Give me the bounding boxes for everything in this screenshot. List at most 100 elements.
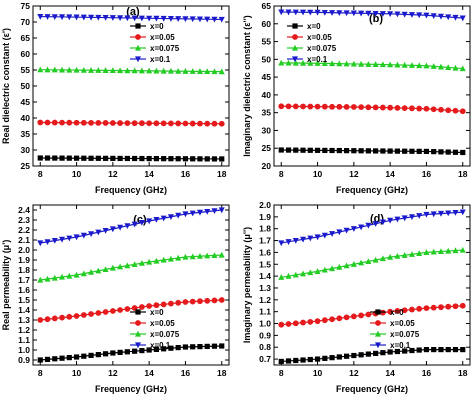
data-point xyxy=(379,11,386,17)
data-point xyxy=(285,239,292,245)
y-tick-label: 50 xyxy=(21,81,31,91)
series-x=0.075 xyxy=(37,251,225,283)
data-point xyxy=(160,301,167,308)
data-point xyxy=(80,14,87,21)
data-point xyxy=(88,311,94,317)
data-point xyxy=(401,215,408,222)
x-tick-label: 16 xyxy=(181,368,191,378)
data-point xyxy=(204,209,211,215)
y-tick-label: 1.1 xyxy=(259,307,271,317)
data-point xyxy=(358,60,365,67)
panel-label: (b) xyxy=(369,13,383,25)
data-point xyxy=(182,156,189,162)
data-point xyxy=(278,147,284,153)
y-axis-title: Imaginary permeability (μ'') xyxy=(242,227,252,343)
data-point xyxy=(343,10,350,17)
legend-marker xyxy=(135,34,141,40)
data-point xyxy=(95,155,101,161)
data-point xyxy=(343,314,350,321)
data-point xyxy=(168,345,174,351)
data-point xyxy=(336,60,343,67)
data-point xyxy=(102,155,109,161)
data-point xyxy=(285,103,292,110)
data-point xyxy=(109,264,116,271)
data-point xyxy=(314,268,321,274)
data-point xyxy=(102,67,109,73)
data-point xyxy=(321,103,328,110)
data-point xyxy=(350,313,357,320)
data-point xyxy=(285,9,292,16)
data-point xyxy=(350,60,357,67)
y-tick-label: 1.4 xyxy=(18,305,30,315)
data-point xyxy=(88,67,95,73)
data-point xyxy=(146,303,153,309)
legend-label: x=0.05 xyxy=(150,33,175,42)
data-point xyxy=(117,155,123,162)
y-tick-label: 1.4 xyxy=(259,271,271,281)
data-point xyxy=(110,350,116,356)
data-point xyxy=(167,255,174,262)
data-point xyxy=(292,320,299,327)
data-point xyxy=(51,14,58,20)
y-tick-label: 55 xyxy=(262,37,272,47)
data-point xyxy=(66,155,72,161)
series-x=0.1 xyxy=(37,207,225,247)
y-tick-label: 1.7 xyxy=(259,236,271,246)
data-point xyxy=(430,211,437,218)
y-tick-label: 1.9 xyxy=(18,255,30,265)
data-point xyxy=(300,357,306,363)
data-point xyxy=(197,298,203,305)
data-point xyxy=(73,119,80,126)
data-point xyxy=(117,15,124,22)
data-point xyxy=(408,12,415,18)
y-tick-label: 1.6 xyxy=(18,285,30,295)
data-point xyxy=(438,304,444,311)
data-point xyxy=(146,218,153,225)
data-point xyxy=(117,224,124,231)
data-point xyxy=(37,240,44,247)
legend-label: x=0 xyxy=(150,22,164,31)
data-point xyxy=(460,149,466,156)
data-point xyxy=(81,155,87,161)
data-point xyxy=(459,302,466,309)
data-point xyxy=(460,346,466,353)
data-point xyxy=(321,232,328,239)
y-tick-label: 0.8 xyxy=(259,342,271,352)
x-tick-label: 18 xyxy=(458,368,468,378)
y-tick-label: 1.1 xyxy=(18,335,30,345)
legend-marker xyxy=(135,23,141,29)
data-point xyxy=(380,148,386,154)
legend-marker xyxy=(292,44,298,51)
data-point xyxy=(452,64,459,71)
data-point xyxy=(431,346,437,353)
data-point xyxy=(182,253,189,260)
data-point xyxy=(66,235,73,242)
data-point xyxy=(401,105,408,112)
data-point xyxy=(307,318,314,325)
data-point xyxy=(146,155,152,162)
data-point xyxy=(329,60,336,67)
data-point xyxy=(409,148,415,154)
data-point xyxy=(182,16,189,23)
data-point xyxy=(44,239,51,245)
data-point xyxy=(189,68,196,74)
data-point xyxy=(88,269,95,275)
series-x=0.05 xyxy=(37,119,225,127)
series-x=0.05 xyxy=(278,103,466,115)
data-point xyxy=(278,103,285,110)
data-point xyxy=(336,315,343,322)
data-point xyxy=(350,261,357,267)
data-point xyxy=(437,63,444,70)
x-axis-title: Frequency (GHz) xyxy=(336,384,408,394)
data-point xyxy=(139,348,145,354)
data-point xyxy=(372,104,379,111)
data-point xyxy=(416,250,423,256)
data-point xyxy=(372,221,379,227)
data-point xyxy=(314,147,321,153)
data-point xyxy=(102,120,109,126)
data-point xyxy=(190,344,196,350)
data-point xyxy=(182,120,189,127)
data-point xyxy=(329,103,335,110)
y-tick-label: 70 xyxy=(21,17,31,27)
data-point xyxy=(117,67,124,74)
